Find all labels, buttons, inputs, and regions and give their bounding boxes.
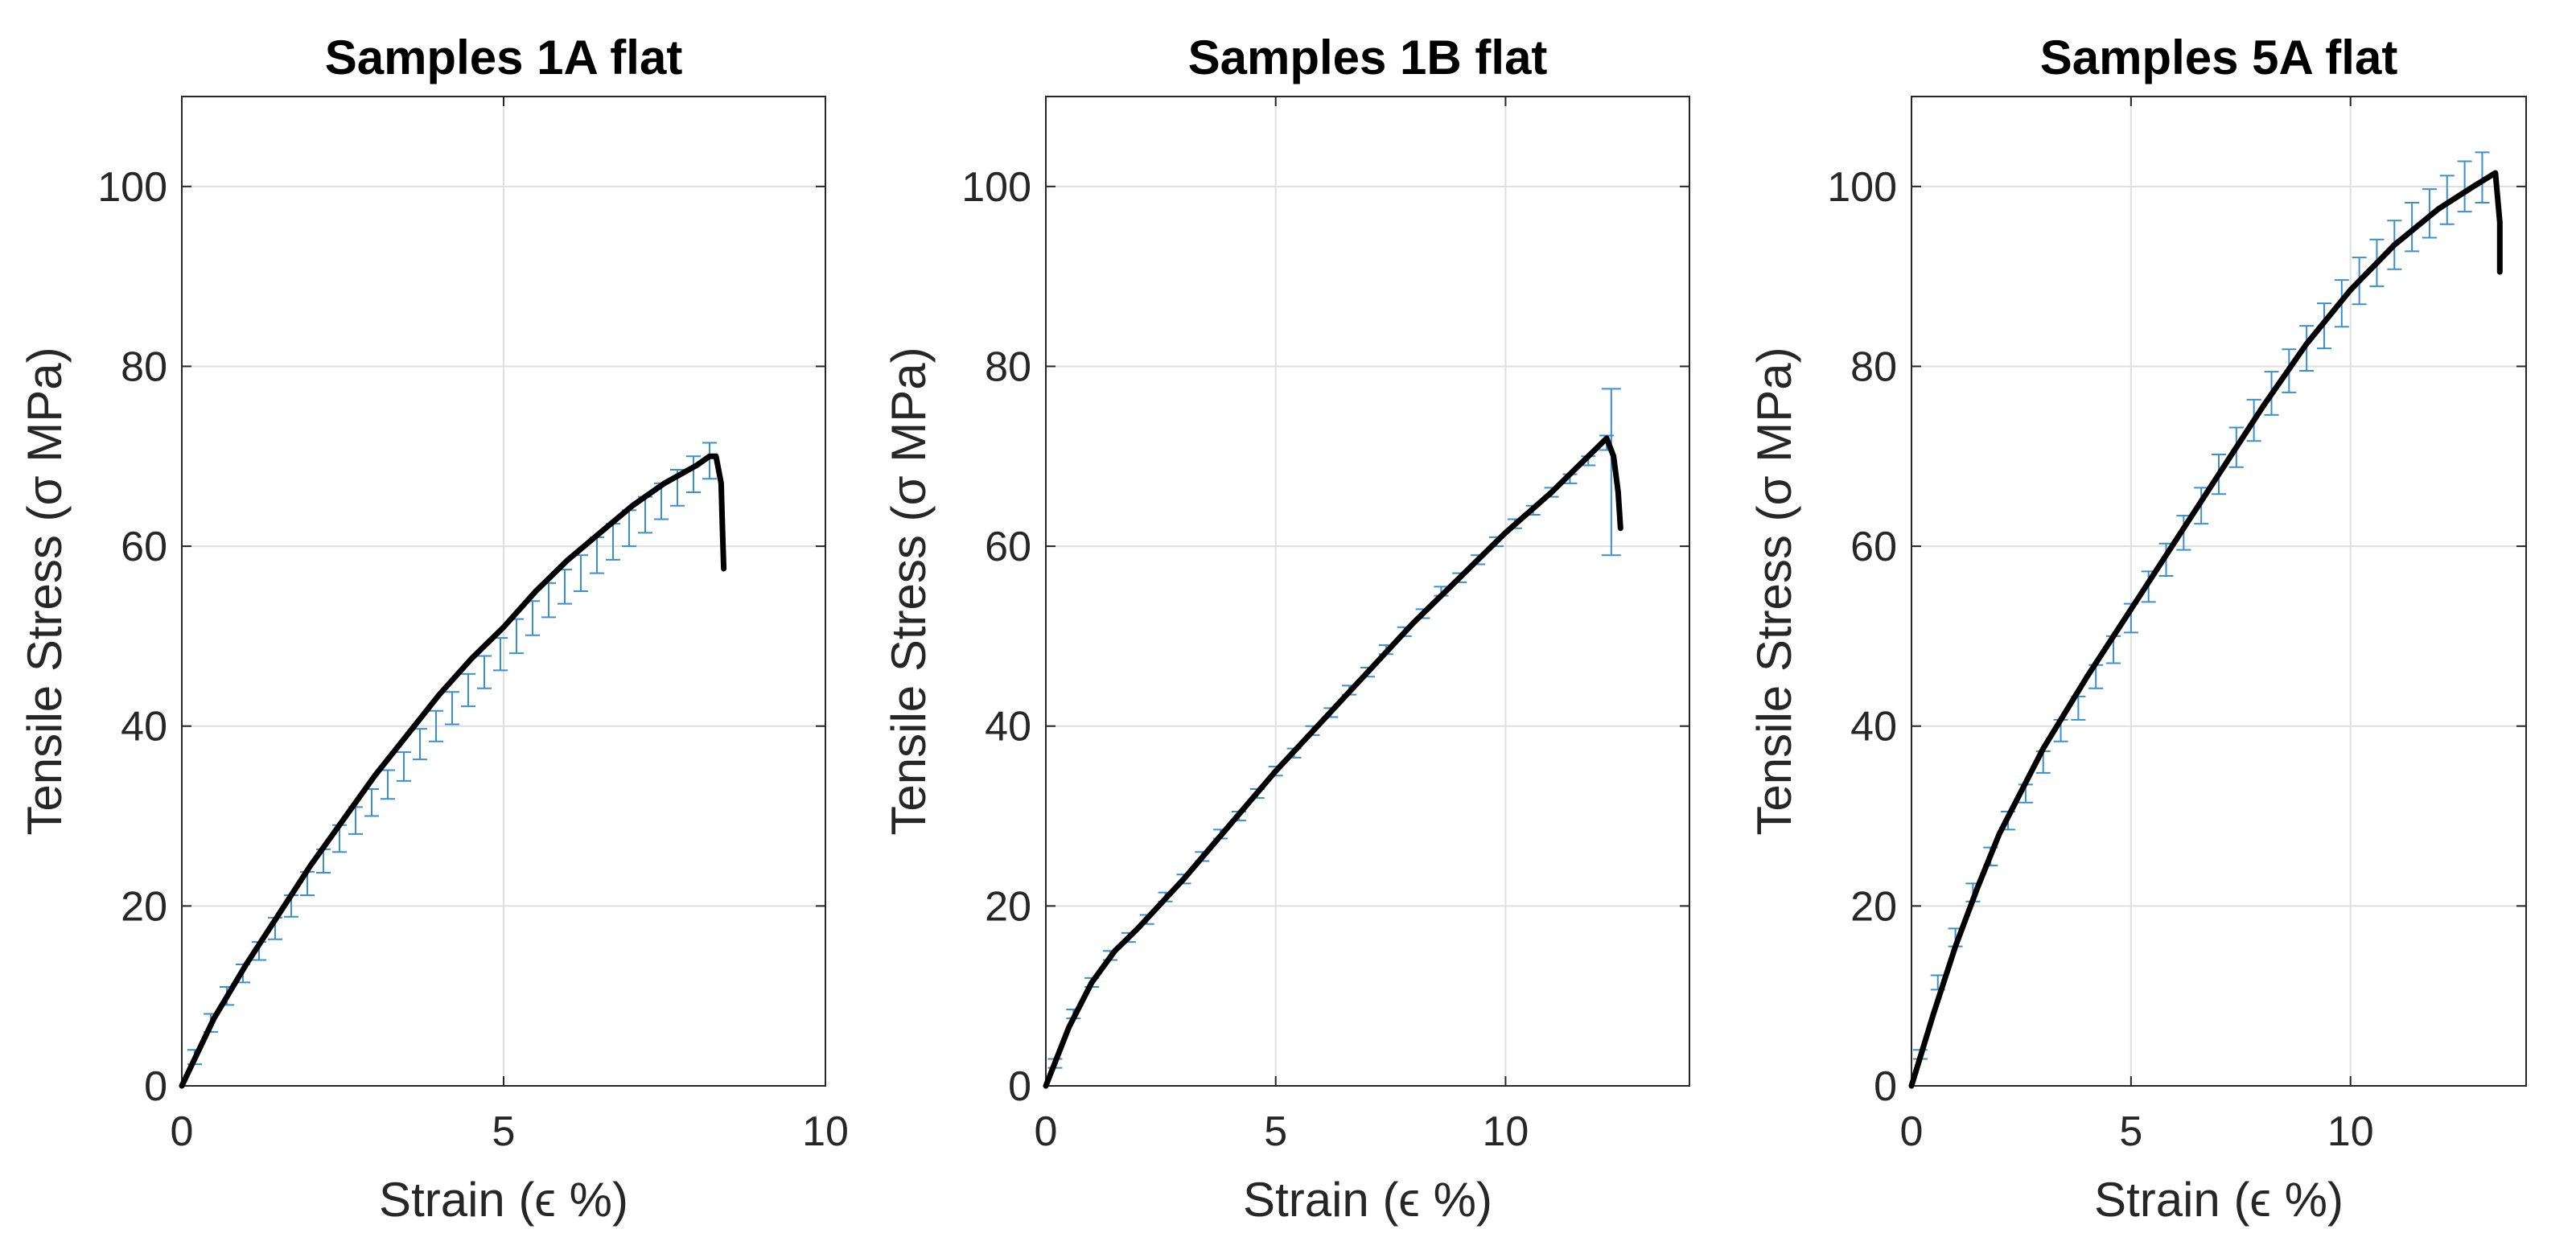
error-bar-large (1601, 388, 1621, 557)
chart-title: Samples 1B flat (1188, 31, 1548, 84)
y-tick-label: 20 (1850, 883, 1897, 930)
error-bar (702, 442, 717, 480)
y-axis-label: Tensile Stress (σ MPa) (1747, 347, 1801, 835)
y-tick-label: 80 (1850, 343, 1897, 390)
y-tick-label: 40 (121, 704, 167, 750)
chart-title: Samples 5A flat (2040, 31, 2398, 84)
y-axis-label: Tensile Stress (σ MPa) (18, 347, 72, 835)
plot-area (1046, 97, 1689, 1086)
y-tick-label: 80 (121, 343, 167, 390)
x-tick-label: 10 (802, 1108, 849, 1155)
x-tick-label: 5 (492, 1108, 516, 1155)
y-tick-label: 0 (144, 1063, 167, 1110)
plot-area (1911, 97, 2526, 1086)
x-tick-label: 10 (2327, 1108, 2374, 1155)
axes-box (1045, 96, 1690, 1087)
error-bar (2457, 160, 2472, 213)
y-tick-label: 0 (1008, 1063, 1031, 1110)
error-bar (445, 691, 459, 726)
x-tick-label: 5 (1264, 1108, 1287, 1155)
x-tick-label: 0 (1035, 1108, 1058, 1155)
x-tick-label: 0 (1900, 1108, 1924, 1155)
y-tick-label: 0 (1874, 1063, 1897, 1110)
error-bar (381, 769, 395, 800)
error-bar (397, 751, 411, 782)
y-tick-label: 100 (961, 164, 1031, 211)
y-axis-label: Tensile Stress (σ MPa) (882, 347, 936, 835)
error-bar (477, 655, 492, 689)
series-line (1043, 435, 1623, 1089)
error-bar (2475, 151, 2490, 204)
x-axis-label: Strain (ϵ %) (379, 1173, 628, 1227)
chart-title: Samples 1A flat (325, 31, 683, 84)
y-tick-label: 40 (985, 704, 1031, 750)
y-tick-label: 60 (121, 524, 167, 570)
y-tick-label: 20 (121, 883, 167, 930)
x-axis-label: Strain (ϵ %) (2094, 1173, 2344, 1227)
error-bar (686, 455, 701, 493)
y-tick-label: 20 (985, 883, 1031, 930)
series-line (1908, 170, 2503, 1089)
x-axis-label: Strain (ϵ %) (1243, 1173, 1492, 1227)
x-tick-label: 10 (1483, 1108, 1529, 1155)
x-tick-label: 0 (171, 1108, 194, 1155)
y-tick-label: 60 (985, 524, 1031, 570)
y-tick-label: 100 (97, 164, 167, 211)
series-line (179, 453, 727, 1089)
error-bar (2439, 175, 2455, 225)
y-tick-label: 40 (1850, 704, 1897, 750)
y-tick-label: 80 (985, 343, 1031, 390)
axes-box (1911, 96, 2527, 1087)
y-tick-label: 60 (1850, 524, 1897, 570)
error-bar (461, 672, 475, 708)
y-tick-label: 100 (1827, 164, 1897, 211)
error-bar (429, 709, 443, 742)
x-tick-label: 5 (2119, 1108, 2142, 1155)
